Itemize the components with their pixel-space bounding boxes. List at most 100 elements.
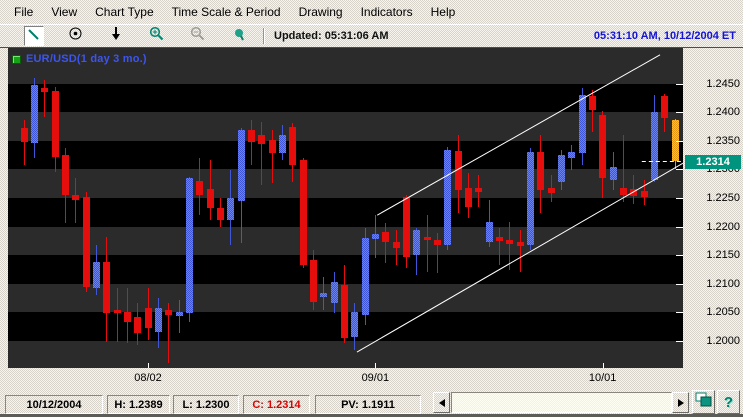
candle-wick bbox=[250, 119, 252, 165]
price-axis-label: 1.2100 bbox=[706, 277, 740, 290]
candle bbox=[568, 151, 576, 159]
green-chart-icon bbox=[12, 54, 21, 64]
candle bbox=[588, 95, 596, 111]
candle bbox=[216, 208, 224, 221]
price-tick bbox=[676, 341, 683, 342]
candle bbox=[123, 312, 131, 323]
candle bbox=[268, 139, 276, 153]
candle-wick bbox=[436, 232, 438, 274]
candle-wick bbox=[509, 221, 511, 270]
status-date: 10/12/2004 bbox=[5, 395, 103, 414]
candle bbox=[330, 281, 338, 303]
price-axis-label: 1.2400 bbox=[706, 106, 740, 119]
menu-item-file[interactable]: File bbox=[14, 5, 34, 19]
candle bbox=[599, 114, 607, 179]
candle bbox=[630, 188, 638, 196]
candle-wick bbox=[23, 119, 25, 165]
help-button[interactable]: ? bbox=[717, 390, 740, 414]
candle bbox=[278, 134, 286, 153]
menu-bar: File View Chart Type Time Scale & Period Dra… bbox=[0, 0, 743, 24]
candle-wick bbox=[116, 288, 118, 343]
toolbar-divider bbox=[0, 47, 743, 48]
candle bbox=[237, 130, 245, 201]
zoom-in-button[interactable] bbox=[147, 26, 167, 46]
candle-wick bbox=[498, 228, 500, 266]
scroll-right-button[interactable] bbox=[672, 392, 689, 413]
candle bbox=[351, 312, 359, 338]
right-arrow-icon bbox=[677, 398, 684, 407]
chart-band bbox=[8, 198, 683, 227]
candle bbox=[175, 312, 183, 317]
date-tick bbox=[148, 363, 149, 368]
candle bbox=[537, 151, 545, 191]
candle bbox=[650, 111, 658, 180]
menu-item-help[interactable]: Help bbox=[430, 5, 456, 19]
scrollbar-track[interactable] bbox=[451, 392, 672, 413]
date-axis-label: 08/02 bbox=[134, 372, 162, 384]
candle bbox=[196, 180, 204, 196]
zoom-out-icon bbox=[190, 26, 206, 47]
candle bbox=[495, 236, 503, 241]
toolbar-separator bbox=[263, 28, 265, 44]
price-axis-label: 1.2050 bbox=[706, 306, 740, 319]
chart-legend: EUR/USD(1 day 3 mo.) bbox=[12, 53, 147, 65]
updated-label: Updated: 05:31:06 AM bbox=[274, 30, 389, 42]
legend-symbol-label: EUR/USD(1 day 3 mo.) bbox=[26, 53, 147, 65]
menu-item-drawing[interactable]: Drawing bbox=[298, 5, 343, 19]
candle bbox=[82, 196, 90, 287]
candle bbox=[340, 285, 348, 339]
candle bbox=[413, 229, 421, 256]
candle bbox=[61, 155, 69, 196]
candle bbox=[671, 119, 679, 162]
price-tick bbox=[676, 255, 683, 256]
candle bbox=[526, 151, 534, 245]
candle bbox=[433, 240, 441, 245]
date-tick bbox=[603, 363, 604, 368]
candle bbox=[299, 159, 307, 266]
marker-tool-button[interactable] bbox=[229, 26, 249, 46]
candle bbox=[475, 187, 483, 192]
candle bbox=[578, 94, 586, 153]
scroll-left-button[interactable] bbox=[433, 392, 450, 413]
candle bbox=[454, 151, 462, 191]
status-pivot: PV: 1.1911 bbox=[315, 395, 421, 414]
menu-item-indicators[interactable]: Indicators bbox=[360, 5, 413, 19]
windows-icon bbox=[695, 392, 712, 412]
candle-wick bbox=[426, 215, 428, 273]
candle bbox=[134, 317, 142, 334]
candle bbox=[516, 241, 524, 246]
toolbar: Updated: 05:31:06 AM 05:31:10 AM, 10/12/… bbox=[0, 24, 743, 47]
price-axis-label: 1.2350 bbox=[706, 134, 740, 147]
tool-buttons bbox=[24, 26, 249, 46]
menu-item-time-scale-period[interactable]: Time Scale & Period bbox=[171, 5, 281, 19]
status-low: L: 1.2300 bbox=[173, 395, 239, 414]
menu-item-chart-type[interactable]: Chart Type bbox=[95, 5, 154, 19]
price-axis-label: 1.2250 bbox=[706, 192, 740, 205]
menu-item-view[interactable]: View bbox=[51, 5, 78, 19]
price-tick bbox=[676, 169, 683, 170]
trendline-tool-button[interactable] bbox=[24, 26, 44, 46]
candle bbox=[92, 261, 100, 289]
candle bbox=[227, 198, 235, 221]
windows-button[interactable] bbox=[692, 390, 715, 414]
left-arrow-icon bbox=[438, 398, 445, 407]
down-arrow-tool-button[interactable] bbox=[106, 26, 126, 46]
chart-plot-area[interactable]: EUR/USD(1 day 3 mo.) bbox=[8, 48, 683, 368]
candle bbox=[51, 90, 59, 157]
candle bbox=[485, 221, 493, 242]
candle bbox=[258, 134, 266, 144]
candle bbox=[309, 260, 317, 302]
crosshair-tool-button[interactable] bbox=[65, 26, 85, 46]
price-tick bbox=[676, 84, 683, 85]
candle bbox=[113, 310, 121, 314]
status-close: C: 1.2314 bbox=[243, 395, 310, 414]
candle bbox=[320, 293, 328, 298]
candle bbox=[247, 130, 255, 143]
candle bbox=[392, 241, 400, 249]
candle bbox=[206, 188, 214, 209]
price-tick bbox=[676, 198, 683, 199]
candle-wick bbox=[519, 229, 521, 273]
candle bbox=[41, 87, 49, 92]
date-tick bbox=[375, 363, 376, 368]
